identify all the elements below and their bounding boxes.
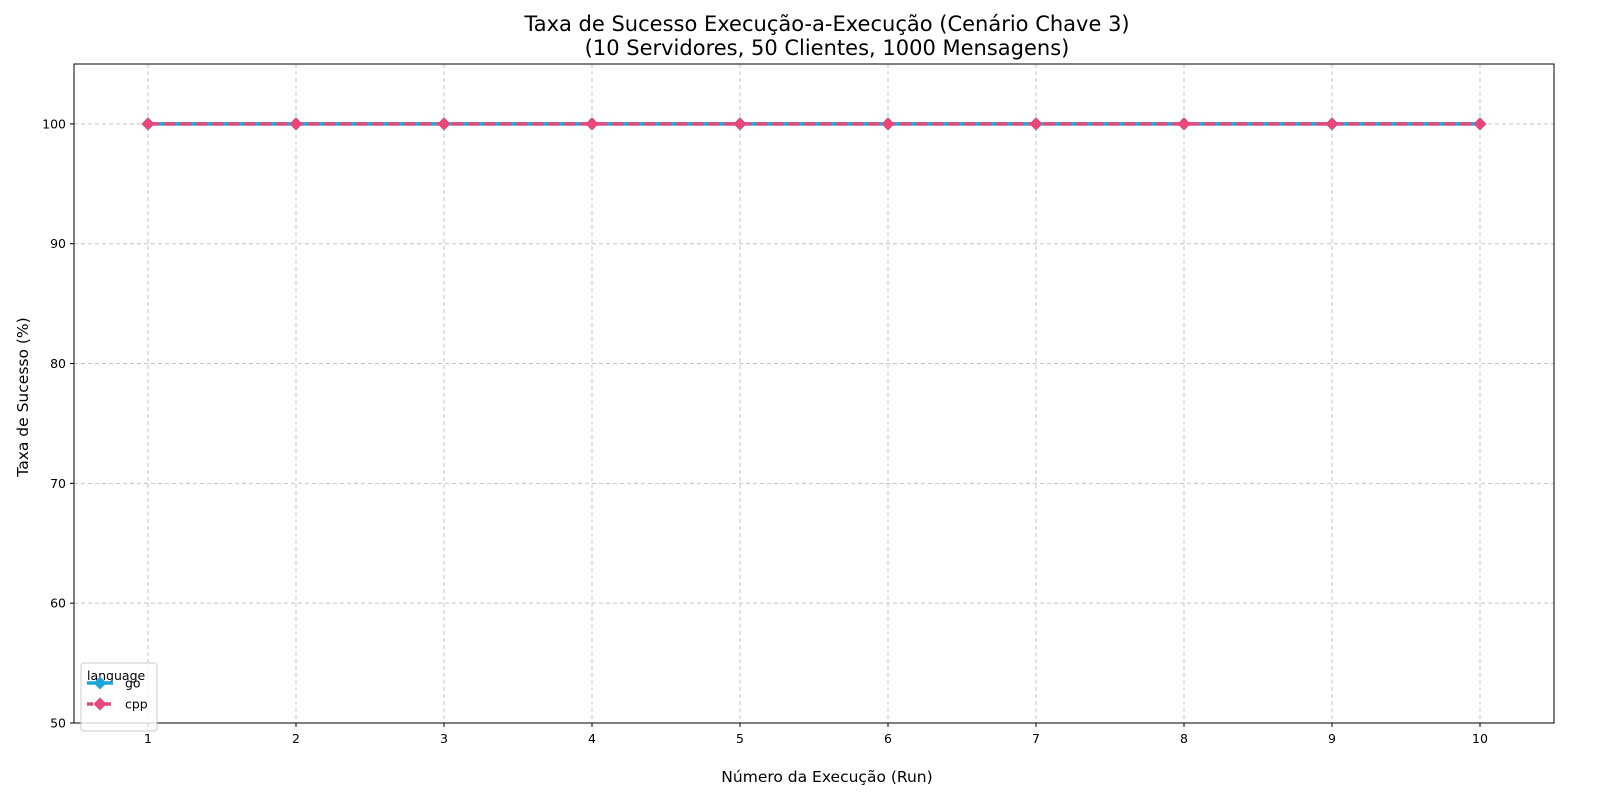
- x-tick-label: 5: [736, 731, 744, 746]
- plot-area-frame: [73, 63, 1555, 724]
- data-point-cpp: [1177, 117, 1191, 131]
- legend-marker-cpp: [93, 697, 107, 711]
- x-tick-label: 8: [1180, 731, 1188, 746]
- series-cpp: [141, 117, 1487, 131]
- y-axis-label: Taxa de Sucesso (%): [14, 317, 32, 477]
- legend-label-cpp: cpp: [125, 697, 148, 712]
- y-tick-label: 80: [50, 356, 66, 371]
- data-point-cpp: [1029, 117, 1043, 131]
- legend-entry-go: go: [87, 676, 141, 691]
- x-tick-label: 7: [1032, 731, 1040, 746]
- chart-title-line-1: Taxa de Sucesso Execução-a-Execução (Cen…: [523, 12, 1129, 36]
- data-point-cpp: [141, 117, 155, 131]
- y-tick-label: 90: [50, 236, 66, 251]
- data-point-cpp: [289, 117, 303, 131]
- axis-ticks: 1 2 3 4 5 6 7 8 9 10 50 60 70 80 90 100: [42, 116, 1488, 746]
- data-point-cpp: [1473, 117, 1487, 131]
- data-point-cpp: [585, 117, 599, 131]
- data-point-cpp: [437, 117, 451, 131]
- legend-marker-go: [93, 676, 107, 690]
- data-point-cpp: [733, 117, 747, 131]
- x-tick-label: 3: [440, 731, 448, 746]
- data-point-cpp: [1325, 117, 1339, 131]
- chart-title-line-2: (10 Servidores, 50 Clientes, 1000 Mensag…: [585, 36, 1070, 60]
- x-tick-label: 9: [1328, 731, 1336, 746]
- legend-label-go: go: [125, 676, 141, 691]
- y-tick-label: 60: [50, 596, 66, 611]
- y-tick-label: 70: [50, 476, 66, 491]
- legend-entries: go cpp: [87, 676, 148, 712]
- y-tick-label: 50: [50, 716, 66, 731]
- x-tick-label: 10: [1472, 731, 1488, 746]
- series-layer: [141, 117, 1487, 131]
- x-axis-label: Número da Execução (Run): [721, 768, 932, 786]
- x-tick-label: 6: [884, 731, 892, 746]
- x-tick-label: 2: [292, 731, 300, 746]
- x-tick-label: 4: [588, 731, 596, 746]
- data-point-cpp: [881, 117, 895, 131]
- grid: [74, 64, 1554, 724]
- legend-entry-cpp: cpp: [87, 697, 148, 712]
- y-tick-label: 100: [42, 116, 66, 131]
- x-tick-label: 1: [144, 731, 152, 746]
